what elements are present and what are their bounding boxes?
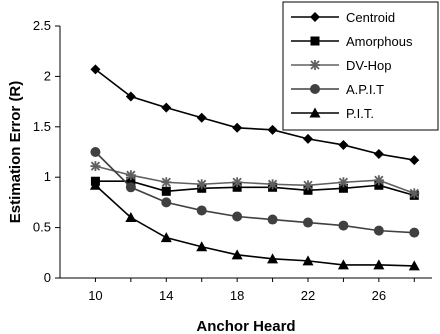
circle-marker: [161, 197, 172, 208]
y-tick-label: 1: [44, 169, 51, 184]
diamond-marker: [310, 12, 320, 22]
square-marker: [161, 186, 171, 196]
square-marker: [126, 176, 136, 186]
square-marker: [232, 182, 242, 192]
y-tick-label: 0.5: [33, 220, 51, 235]
circle-marker: [90, 147, 101, 157]
diamond-marker: [409, 155, 420, 166]
square-marker: [374, 180, 384, 190]
circle-marker: [232, 211, 243, 222]
triangle-marker: [373, 259, 385, 270]
diamond-marker: [338, 139, 349, 150]
x-tick-label: 10: [88, 288, 102, 303]
legend-box: [282, 1, 439, 131]
series-line: [94, 184, 415, 267]
triangle-marker: [196, 241, 208, 252]
triangle-marker: [309, 107, 321, 118]
circle-marker: [267, 214, 278, 225]
series-centroid: [90, 64, 420, 166]
legend-label: P.I.T.: [346, 106, 374, 121]
chart-axes: 0 0.5 1 1.5 2 2.5 10 14 18 22 26: [33, 18, 432, 303]
square-marker: [310, 36, 320, 46]
star-marker: [409, 188, 420, 199]
triangle-marker: [125, 212, 137, 223]
y-tick-label: 2: [44, 68, 51, 83]
y-tick-label: 1.5: [33, 119, 51, 134]
star-marker: [125, 170, 136, 181]
circle-marker: [373, 225, 384, 236]
legend-label: DV-Hop: [346, 58, 392, 73]
series-dv-hop: [90, 161, 420, 199]
series-line: [94, 68, 415, 161]
series-p-i-t: [89, 179, 420, 271]
diamond-marker: [125, 91, 136, 102]
triangle-marker: [267, 253, 279, 264]
star-marker: [303, 180, 313, 191]
circle-marker: [338, 220, 349, 231]
diamond-marker: [196, 112, 207, 123]
square-marker: [338, 183, 348, 193]
legend-item: P.I.T.: [291, 106, 374, 121]
star-marker: [232, 177, 243, 188]
star-marker: [196, 179, 207, 190]
triangle-marker: [231, 249, 243, 260]
series-layer: [89, 64, 420, 271]
circle-marker: [409, 227, 420, 238]
square-marker: [303, 185, 313, 195]
chart-legend: Centroid Amorphous DV-Hop A.P.I.T P.I.T.: [282, 1, 439, 131]
diamond-marker: [267, 124, 278, 135]
y-axis-label: Estimation Error (R): [7, 81, 24, 224]
legend-label: Centroid: [346, 10, 395, 25]
triangle-marker: [302, 255, 314, 266]
y-tick-label: 2.5: [33, 18, 51, 33]
x-tick-label: 22: [301, 288, 315, 303]
diamond-marker: [303, 133, 313, 144]
x-tick-label: 14: [159, 288, 173, 303]
star-marker: [90, 161, 101, 172]
circle-marker: [303, 217, 313, 228]
y-tick-label: 0: [44, 270, 51, 285]
triangle-marker: [89, 179, 101, 190]
series-line: [95, 180, 415, 197]
series-a-p-i-t: [90, 147, 420, 238]
star-marker: [373, 175, 384, 186]
star-marker: [161, 177, 172, 188]
circle-marker: [310, 84, 320, 94]
diamond-marker: [90, 64, 101, 75]
diamond-marker: [161, 102, 172, 113]
circle-marker: [196, 205, 207, 216]
x-axis-label: Anchor Heard: [196, 318, 295, 334]
legend-item: Centroid: [291, 10, 395, 25]
legend-label: A.P.I.T: [346, 82, 384, 97]
star-marker: [267, 179, 278, 190]
legend-item: Amorphous: [291, 34, 413, 49]
circle-marker: [125, 182, 136, 193]
diamond-marker: [232, 122, 243, 133]
legend-label: Amorphous: [346, 34, 413, 49]
diamond-marker: [373, 149, 384, 160]
triangle-marker: [160, 232, 172, 243]
series-line: [95, 165, 415, 195]
star-marker: [310, 60, 320, 70]
legend-item: A.P.I.T: [291, 82, 384, 97]
triangle-marker: [337, 259, 349, 270]
series-line: [94, 151, 415, 234]
legend-item: DV-Hop: [291, 58, 392, 73]
x-tick-label: 18: [230, 288, 244, 303]
star-marker: [338, 177, 349, 188]
x-tick-label: 26: [372, 288, 386, 303]
triangle-marker: [408, 260, 420, 271]
